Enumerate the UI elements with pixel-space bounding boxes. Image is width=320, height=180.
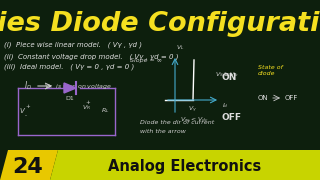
- Text: Series Diode Configurations: Series Diode Configurations: [0, 11, 320, 37]
- Text: Slope = ∞: Slope = ∞: [130, 58, 162, 63]
- Text: -: -: [25, 114, 27, 118]
- Text: State of
diode: State of diode: [258, 65, 283, 76]
- Text: $V_K$  is turn on voltage: $V_K$ is turn on voltage: [44, 82, 112, 91]
- Text: Diode the dir of current: Diode the dir of current: [140, 120, 214, 125]
- Polygon shape: [50, 150, 320, 180]
- Polygon shape: [0, 150, 58, 180]
- Text: $V_{ac} < V_{dc}$: $V_{ac} < V_{dc}$: [180, 116, 209, 124]
- Text: OFF: OFF: [222, 114, 242, 123]
- Text: ON: ON: [222, 73, 237, 82]
- Text: OFF: OFF: [285, 95, 298, 101]
- Text: $V_R$: $V_R$: [82, 103, 91, 112]
- Text: $R_L$: $R_L$: [101, 107, 109, 115]
- Text: $V_S \geq V_k$: $V_S \geq V_k$: [215, 71, 239, 79]
- Text: ON: ON: [258, 95, 268, 101]
- Text: $V_\gamma$: $V_\gamma$: [188, 105, 197, 115]
- Text: D1: D1: [66, 96, 74, 101]
- Text: (i)  Piece wise linear model.   ( Vγ , γd ): (i) Piece wise linear model. ( Vγ , γd ): [4, 42, 142, 48]
- Text: $I_D$: $I_D$: [24, 80, 32, 93]
- Text: +: +: [25, 103, 30, 109]
- Text: $I_d$: $I_d$: [222, 101, 229, 110]
- Polygon shape: [64, 83, 76, 93]
- Text: with the arrow: with the arrow: [140, 129, 186, 134]
- Text: (iii)  Ideal model.   ( Vγ = 0 , γd = 0 ): (iii) Ideal model. ( Vγ = 0 , γd = 0 ): [4, 64, 134, 71]
- Text: +: +: [85, 100, 90, 105]
- Text: Analog Electronics: Analog Electronics: [108, 159, 262, 174]
- Text: $V_L$: $V_L$: [176, 43, 184, 52]
- Text: 24: 24: [12, 157, 44, 177]
- Text: (ii)  Constant voltage drop model.   ( Vγ , γd = 0 ): (ii) Constant voltage drop model. ( Vγ ,…: [4, 53, 179, 60]
- Text: V: V: [19, 108, 24, 114]
